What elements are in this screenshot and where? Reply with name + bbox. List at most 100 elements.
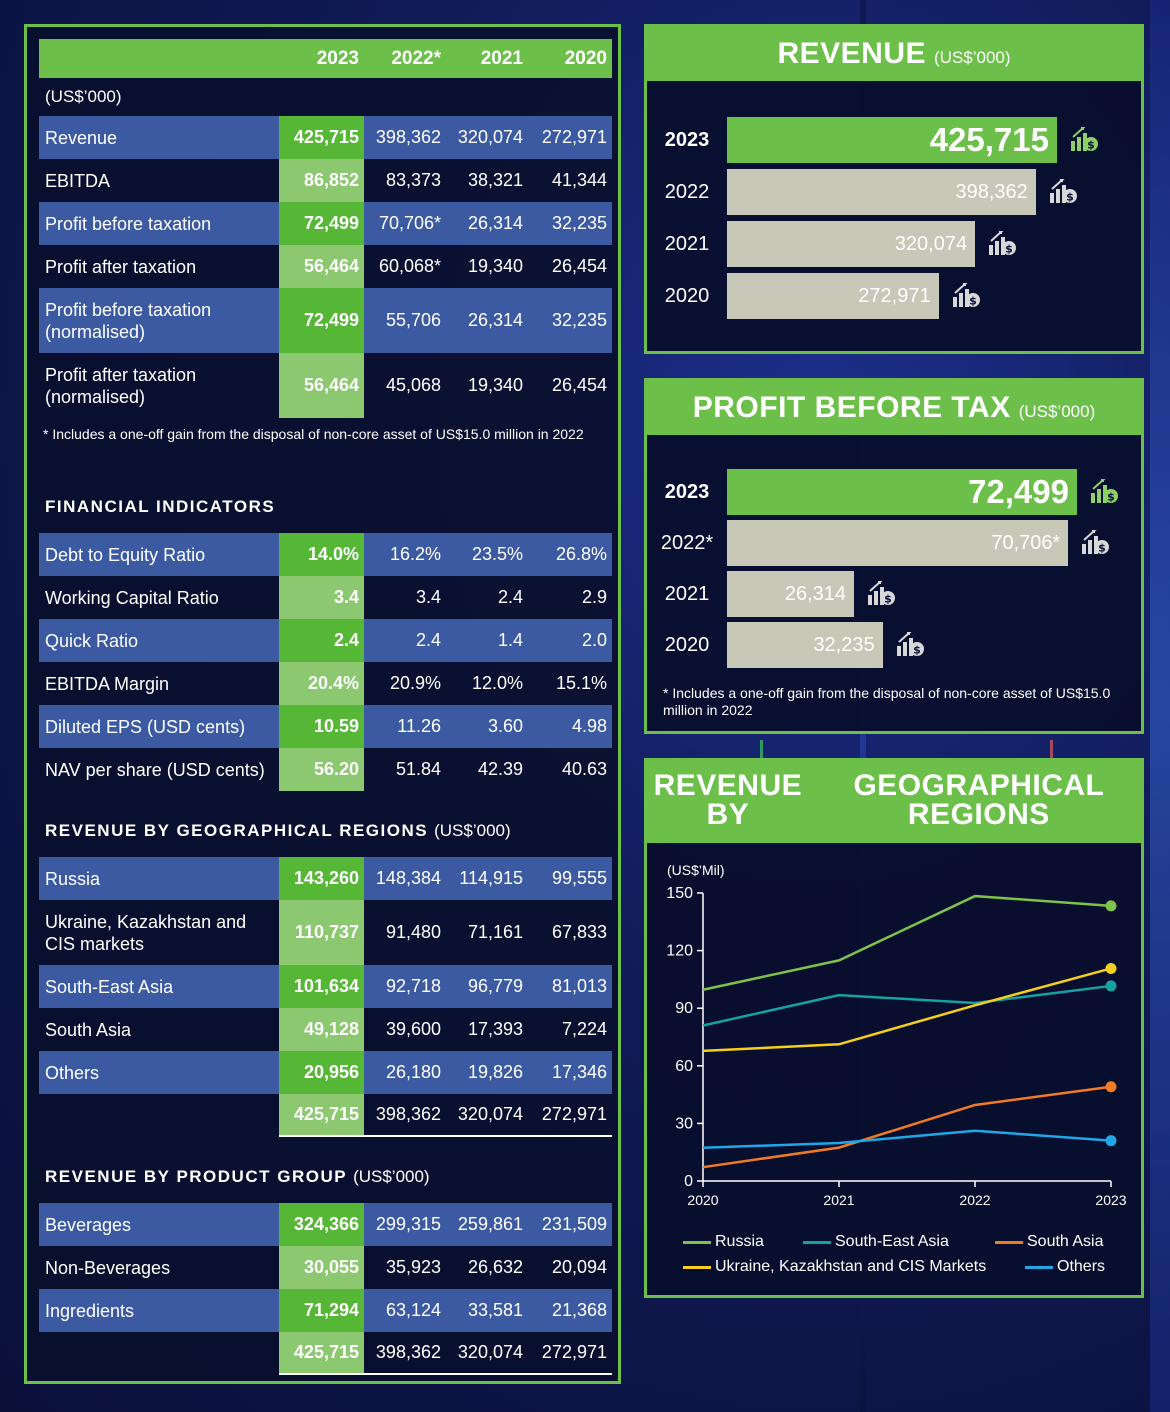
table-row: Revenue 425,715 398,362 320,074 272,971 [39, 116, 612, 159]
bar-value-label: 320,074 [894, 232, 968, 255]
table-cell: 7,224 [561, 1019, 607, 1039]
x-tick-label: 2022 [959, 1192, 990, 1208]
table-row: Russia 143,260 148,384 114,915 99,555 [39, 857, 612, 900]
header-year-2021: 2021 [480, 47, 523, 69]
table-cell: 20,956 [279, 1051, 364, 1094]
table-cell: 3.4 [279, 576, 364, 619]
table-row: Debt to Equity Ratio 14.0% 16.2% 23.5% 26.8% [39, 533, 612, 576]
svg-text:$: $ [969, 295, 977, 308]
table-cell: 41,344 [551, 170, 607, 190]
y-tick-label: 150 [666, 885, 693, 902]
table-cell: 81,013 [551, 976, 607, 996]
total-cell: 398,362 [375, 1104, 441, 1124]
table-cell: 39,600 [385, 1019, 441, 1039]
money-growth-icon: $ [1082, 530, 1110, 555]
table-cell: 11.26 [397, 716, 441, 736]
products-title: REVENUE BY PRODUCT GROUP (US$’000) [39, 1157, 612, 1197]
table-cell: 26,180 [385, 1062, 441, 1082]
indicators-title: FINANCIAL INDICATORS [39, 487, 612, 527]
products-rows: Beverages 324,366 299,315 259,861 231,509 Non… [39, 1203, 612, 1375]
y-axis-label: (US$’Mil) [667, 862, 725, 878]
row-label: EBITDA [45, 170, 111, 191]
legend-swatch [683, 1265, 711, 1269]
bar-year-label: 2020 [664, 633, 710, 656]
table-cell: 10.59 [279, 705, 364, 748]
table-row: NAV per share (USD cents) 56.20 51.84 42.39… [39, 748, 612, 791]
table-cell: 45,068 [385, 375, 441, 395]
revenue-panel: REVENUE (US$’000) 2023 425,715 $ 2022 398,36… [644, 24, 1144, 354]
svg-text:$: $ [884, 593, 892, 606]
region-chart-panel: REVENUE BY GEOGRAPHICAL REGIONS (US$’Mil… [644, 758, 1144, 1298]
financials-rows: Revenue 425,715 398,362 320,074 272,971 EBITD… [39, 116, 612, 418]
table-cell: 26,314 [467, 310, 523, 330]
row-label: Quick Ratio [39, 619, 279, 662]
table-cell: 2.9 [581, 587, 607, 607]
row-label: Profit after taxation (normalised) [45, 364, 197, 407]
header-year-2020: 2020 [564, 47, 607, 69]
background-streak [1150, 0, 1170, 1412]
bar-year-label: 2022 [664, 180, 710, 203]
total-row: 425,715 398,362 320,074 272,971 [39, 1332, 612, 1375]
bar-row: 2022 398,362 $ [647, 169, 1078, 215]
table-cell: 12.0% [471, 673, 523, 693]
money-growth-icon: $ [868, 581, 896, 606]
money-growth-icon: $ [989, 231, 1017, 256]
total-cell: 320,074 [457, 1104, 523, 1124]
series-line [702, 1129, 1112, 1150]
table-cell: 42.39 [477, 759, 523, 779]
table-cell: 17,346 [551, 1062, 607, 1082]
table-cell: 70,706* [378, 213, 441, 233]
table-cell: 4.98 [571, 716, 607, 736]
table-row: South-East Asia 101,634 92,718 96,779 81,013 [39, 965, 612, 1008]
y-tick-label: 60 [675, 1058, 693, 1075]
legend-label: Russia [715, 1233, 764, 1250]
series-line [702, 967, 1112, 1053]
table-row: EBITDA Margin 20.4% 20.9% 12.0% 15.1% [39, 662, 612, 705]
bar-row: 2020 32,235 $ [647, 622, 925, 668]
svg-text:$: $ [1087, 139, 1095, 152]
table-cell: 96,779 [467, 976, 523, 996]
row-label: Ingredients [39, 1289, 279, 1332]
money-growth-icon: $ [896, 632, 924, 657]
financial-table: 2023 2022* 2021 2020 (US$’000) Revenue 42… [39, 39, 612, 1375]
table-row: EBITDA 86,852 83,373 38,321 41,344 [39, 159, 612, 202]
table-row: Profit after taxation (normalised) 56,464… [39, 353, 612, 418]
table-cell: 60,068* [378, 256, 441, 276]
table-cell: 2.4 [279, 619, 364, 662]
products-title-unit: (US$’000) [353, 1167, 430, 1186]
background-streak [1050, 740, 1053, 760]
svg-text:$: $ [1099, 542, 1107, 555]
region-chart-title-bar: REVENUE BY GEOGRAPHICAL REGIONS [647, 761, 1141, 843]
legend-item: Russia [683, 1233, 764, 1251]
row-label: South-East Asia [39, 965, 279, 1008]
bar: 320,074 [727, 221, 976, 267]
legend-swatch [683, 1240, 711, 1244]
table-cell: 1.4 [497, 630, 523, 650]
legend-swatch [803, 1240, 831, 1244]
revenue-unit: (US$’000) [934, 48, 1011, 67]
money-growth-icon: $ [1071, 127, 1098, 152]
bar-year-label: 2020 [664, 284, 710, 307]
row-label: Beverages [39, 1203, 279, 1246]
indicators-rows: Debt to Equity Ratio 14.0% 16.2% 23.5% 26.8%… [39, 533, 612, 791]
money-growth-icon: $ [1091, 479, 1118, 504]
y-tick-label: 30 [675, 1115, 693, 1132]
total-cell: 398,362 [375, 1342, 441, 1362]
revenue-title-bar: REVENUE (US$’000) [647, 27, 1141, 81]
svg-text:$: $ [1107, 491, 1115, 504]
products-title-text: REVENUE BY PRODUCT GROUP [45, 1167, 348, 1186]
table-row: Working Capital Ratio 3.4 3.4 2.4 2.9 [39, 576, 612, 619]
regions-title-unit: (US$’000) [434, 821, 511, 840]
pbt-unit: (US$’000) [1018, 402, 1096, 421]
pbt-panel: PROFIT BEFORE TAX (US$’000) 2023 72,499 $2… [644, 378, 1144, 734]
total-row: 425,715 398,362 320,074 272,971 [39, 1094, 612, 1137]
bar-row: 2023 425,715 $ [647, 117, 1099, 163]
table-cell: 2.4 [415, 630, 441, 650]
table-cell: 56,464 [279, 245, 364, 288]
table-cell: 101,634 [279, 965, 364, 1008]
row-label: Non-Beverages [45, 1257, 171, 1278]
x-tick-label: 2020 [687, 1192, 718, 1208]
total-cell: 320,074 [457, 1342, 523, 1362]
table-cell: 15.1% [555, 673, 607, 693]
table-cell: 55,706 [385, 310, 441, 330]
